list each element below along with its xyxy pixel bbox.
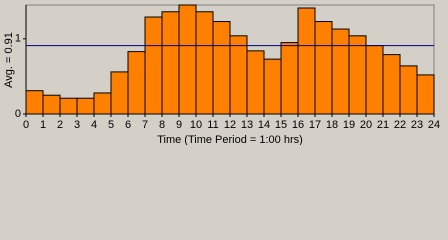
bar	[348, 35, 367, 115]
x-tick-label: 21	[377, 119, 389, 131]
bar	[212, 21, 231, 115]
bar	[161, 11, 180, 115]
x-tick-label: 4	[91, 119, 97, 131]
bar	[93, 92, 112, 115]
bar	[144, 16, 163, 115]
x-tick-label: 3	[74, 119, 80, 131]
bar	[59, 97, 78, 115]
bar	[127, 51, 146, 115]
bar	[25, 90, 44, 115]
bar	[178, 4, 197, 115]
bar	[263, 58, 282, 115]
bar	[280, 42, 299, 115]
x-tick-label: 22	[394, 119, 406, 131]
x-tick-label: 16	[292, 119, 304, 131]
x-tick-label: 24	[428, 119, 440, 131]
x-tick-label: 5	[108, 119, 114, 131]
chart: Time (Time Period = 1:00 hrs) Avg. = 0.9…	[3, 4, 440, 145]
bar	[399, 65, 418, 115]
x-tick-label: 20	[360, 119, 372, 131]
bar	[195, 11, 214, 115]
x-tick-label: 18	[326, 119, 338, 131]
x-tick-label: 8	[159, 119, 165, 131]
bar	[297, 7, 316, 115]
x-tick-label: 9	[176, 119, 182, 131]
x-axis-label: Time (Time Period = 1:00 hrs)	[157, 134, 303, 145]
x-tick-label: 15	[275, 119, 287, 131]
x-tick-label: 23	[411, 119, 423, 131]
x-tick-label: 10	[190, 119, 202, 131]
x-tick-label: 12	[224, 119, 236, 131]
bar	[382, 54, 401, 115]
y-axis-label: Avg. = 0.91	[3, 32, 15, 88]
x-tick-label: 0	[23, 119, 29, 131]
bar	[331, 28, 350, 115]
x-tick-label: 14	[258, 119, 270, 131]
x-tick-label: 17	[309, 119, 321, 131]
x-tick-label: 6	[125, 119, 131, 131]
y-tick-label: 1	[15, 33, 21, 45]
bar	[416, 74, 435, 115]
x-tick-label: 1	[40, 119, 46, 131]
bar	[42, 94, 61, 115]
bar	[229, 35, 248, 115]
x-tick-label: 19	[343, 119, 355, 131]
bar	[76, 97, 95, 115]
bar	[365, 45, 384, 115]
x-tick-label: 2	[57, 119, 63, 131]
x-tick-label: 11	[207, 119, 218, 131]
x-tick-label: 7	[142, 119, 148, 131]
bar	[314, 21, 333, 115]
bar	[246, 50, 265, 115]
x-tick-label: 13	[241, 119, 253, 131]
bar	[110, 71, 129, 115]
y-tick-label: 0	[15, 108, 21, 120]
